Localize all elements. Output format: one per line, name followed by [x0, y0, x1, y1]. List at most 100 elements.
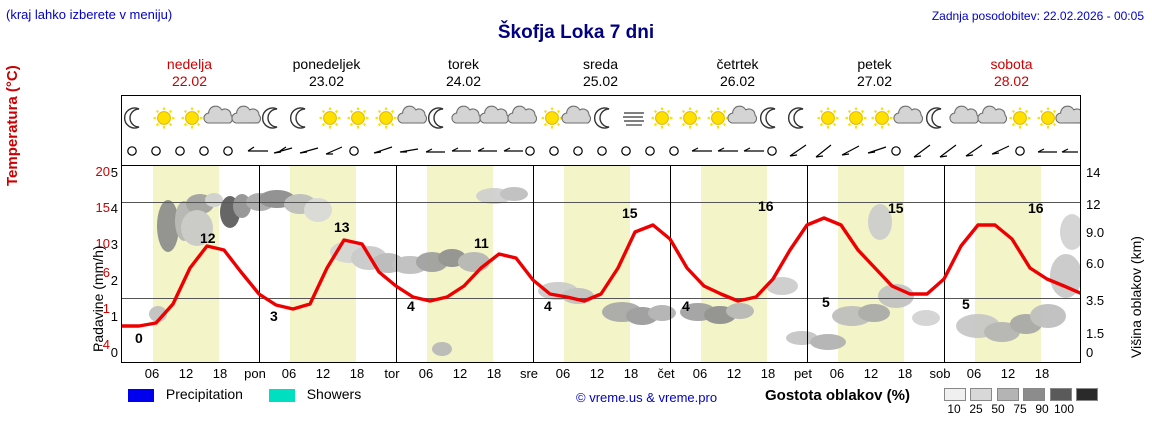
day-date: 26.02	[719, 73, 756, 89]
day-date: 27.02	[856, 73, 893, 89]
temp-label: 0	[135, 330, 143, 346]
temperature-precipitation-graph: 0 12 3 13 4 11 4 15 4 16 5 15 5 16	[121, 165, 1081, 363]
density-tick: 50	[991, 402, 1005, 416]
temp-label: 5	[822, 294, 830, 310]
temp-label: 15	[888, 200, 904, 216]
x-tick: 06	[144, 366, 160, 381]
x-tick: tor	[384, 366, 400, 381]
cloud-tick: 9.0	[1086, 225, 1105, 240]
x-tick: 18	[1034, 366, 1050, 381]
day-name: petek	[857, 56, 892, 72]
x-tick: 12	[178, 366, 194, 381]
day-header-0: nedelja 22.02	[121, 56, 258, 90]
temp-tick: 20	[95, 164, 110, 179]
day-separator	[259, 166, 260, 362]
temp-label: 16	[1028, 200, 1044, 216]
x-tick: 18	[623, 366, 639, 381]
cloud-tick: 1.5	[1086, 326, 1105, 341]
cloud-tick: 14	[1086, 165, 1101, 180]
cloud-tick: 3.5	[1086, 293, 1105, 308]
temp-label: 13	[334, 219, 350, 235]
day-header-2: torek 24.02	[395, 56, 532, 90]
precip-tick: 3	[110, 237, 118, 252]
location-menu-note: (kraj lahko izberete v meniju)	[6, 7, 173, 22]
day-name: ponedeljek	[292, 56, 361, 72]
cloud-density-scale	[944, 386, 1099, 404]
x-tick: sre	[519, 366, 539, 381]
day-date: 23.02	[308, 73, 345, 89]
temp-label: 4	[407, 298, 415, 314]
x-tick: 06	[555, 366, 571, 381]
day-header-4: četrtek 26.02	[669, 56, 806, 90]
temp-tick: 1	[102, 301, 110, 316]
x-tick: 12	[1000, 366, 1016, 381]
temperature-axis-title: Temperatura (°C)	[4, 65, 21, 186]
density-swatch-75	[1023, 388, 1046, 402]
cloud-density-label: Gostota oblakov (%)	[765, 387, 911, 404]
x-tick: 12	[726, 366, 742, 381]
cloud-height-axis-title: Višina oblakov (km)	[1128, 236, 1144, 358]
x-tick: 12	[863, 366, 879, 381]
density-tick: 75	[1013, 402, 1027, 416]
x-tick: 18	[212, 366, 228, 381]
temp-tick: 10	[95, 236, 110, 251]
temp-label: 3	[270, 308, 278, 324]
gridline	[122, 202, 1080, 203]
x-tick: sob	[929, 366, 951, 381]
cloud-tick: 12	[1086, 197, 1101, 212]
x-tick: 18	[897, 366, 913, 381]
x-tick: čet	[657, 366, 675, 381]
precip-tick: 2	[110, 273, 118, 288]
page-title: Škofja Loka 7 dni	[497, 22, 655, 43]
x-tick: 12	[315, 366, 331, 381]
x-tick: 06	[418, 366, 434, 381]
day-name: torek	[447, 56, 480, 72]
day-separator	[807, 166, 808, 362]
precipitation-axis-title: Padavine (mm/h)	[90, 245, 106, 352]
forecast-plot: 0 12 3 13 4 11 4 15 4 16 5 15 5 16	[121, 95, 1081, 363]
x-tick: pon	[244, 366, 266, 381]
temp-label: 11	[474, 235, 489, 251]
x-tick: 18	[349, 366, 365, 381]
day-separator	[944, 166, 945, 362]
wind-row	[121, 139, 1081, 166]
temp-tick: 15	[95, 200, 110, 215]
density-tick: 10	[947, 402, 961, 416]
day-date: 24.02	[445, 73, 482, 89]
density-swatch-50	[996, 388, 1019, 402]
day-name: četrtek	[716, 56, 759, 72]
temperature-curve	[122, 216, 1080, 328]
day-name: nedelja	[166, 56, 213, 72]
day-date: 25.02	[582, 73, 619, 89]
daylight-strip	[701, 166, 767, 362]
temp-tick: -4	[98, 337, 110, 352]
precip-tick: 1	[110, 309, 118, 324]
temp-label: 15	[622, 205, 638, 221]
x-tick: 18	[486, 366, 502, 381]
x-tick: 06	[966, 366, 982, 381]
weather-icon-row	[121, 95, 1081, 140]
last-updated: Zadnja posodobitev: 22.02.2026 - 00:05	[931, 9, 1144, 23]
day-header-1: ponedeljek 23.02	[258, 56, 395, 90]
precip-tick: 4	[110, 201, 118, 216]
showers-swatch	[268, 388, 295, 402]
temp-label: 5	[962, 296, 970, 312]
density-swatch-100	[1076, 388, 1099, 402]
cloud-tick: 6.0	[1086, 256, 1105, 271]
legend: Precipitation Showers	[128, 386, 361, 402]
legend-label-showers: Showers	[306, 386, 362, 402]
density-tick: 100	[1053, 402, 1075, 416]
day-header-6: sobota 28.02	[943, 56, 1080, 90]
cloud-tick: 0	[1086, 345, 1094, 360]
day-date: 28.02	[993, 73, 1030, 89]
day-separator	[396, 166, 397, 362]
temp-label: 4	[682, 298, 690, 314]
precip-tick: 0	[110, 345, 118, 360]
x-tick: 12	[589, 366, 605, 381]
density-swatch-25	[970, 388, 993, 402]
day-header-5: petek 27.02	[806, 56, 943, 90]
copyright[interactable]: © vreme.us & vreme.pro	[576, 390, 718, 405]
day-date: 22.02	[171, 73, 208, 89]
day-name: sobota	[990, 56, 1033, 72]
x-tick: 06	[281, 366, 297, 381]
